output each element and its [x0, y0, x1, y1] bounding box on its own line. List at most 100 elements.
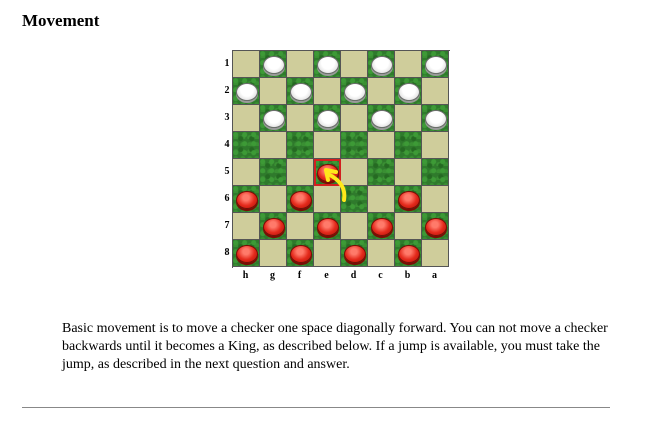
board-square-b4[interactable] — [395, 132, 422, 159]
section-divider — [22, 407, 610, 408]
board-square-e7[interactable] — [314, 213, 341, 240]
board-square-b8[interactable] — [395, 240, 422, 267]
white-checker-piece[interactable] — [371, 110, 393, 128]
white-checker-piece[interactable] — [398, 83, 420, 101]
row-label: 1 — [224, 58, 230, 69]
row-label: 2 — [224, 85, 230, 96]
board-square-f8[interactable] — [287, 240, 314, 267]
board-square-c4[interactable] — [368, 132, 395, 159]
movement-description: Basic movement is to move a checker one … — [62, 321, 608, 372]
white-checker-piece[interactable] — [263, 110, 285, 128]
board-square-c3[interactable] — [368, 105, 395, 132]
board-square-e3[interactable] — [314, 105, 341, 132]
board-square-h2[interactable] — [233, 78, 260, 105]
board-square-h1[interactable] — [233, 51, 260, 78]
board-square-b6[interactable] — [395, 186, 422, 213]
board-square-b3[interactable] — [395, 105, 422, 132]
board-square-b2[interactable] — [395, 78, 422, 105]
red-checker-piece[interactable] — [317, 218, 339, 236]
white-checker-piece[interactable] — [425, 110, 447, 128]
column-label: h — [242, 270, 249, 281]
column-label: a — [432, 270, 437, 281]
board-square-d8[interactable] — [341, 240, 368, 267]
board-square-e6[interactable] — [314, 186, 341, 213]
board-square-c7[interactable] — [368, 213, 395, 240]
board-square-e2[interactable] — [314, 78, 341, 105]
board-square-f4[interactable] — [287, 132, 314, 159]
column-label: d — [350, 270, 357, 281]
board-square-f6[interactable] — [287, 186, 314, 213]
column-label: c — [378, 270, 383, 281]
red-checker-piece[interactable] — [236, 245, 258, 263]
board-square-a7[interactable] — [422, 213, 449, 240]
row-label: 3 — [224, 112, 230, 123]
red-checker-piece[interactable] — [398, 191, 420, 209]
board-square-c2[interactable] — [368, 78, 395, 105]
board-square-g2[interactable] — [260, 78, 287, 105]
board-square-a5[interactable] — [422, 159, 449, 186]
board-square-d4[interactable] — [341, 132, 368, 159]
board-square-c1[interactable] — [368, 51, 395, 78]
board-square-a1[interactable] — [422, 51, 449, 78]
board-square-f1[interactable] — [287, 51, 314, 78]
red-checker-piece[interactable] — [425, 218, 447, 236]
board-square-d5[interactable] — [341, 159, 368, 186]
board-square-g7[interactable] — [260, 213, 287, 240]
board-square-f3[interactable] — [287, 105, 314, 132]
board-square-a6[interactable] — [422, 186, 449, 213]
white-checker-piece[interactable] — [263, 56, 285, 74]
white-checker-piece[interactable] — [371, 56, 393, 74]
board-square-c6[interactable] — [368, 186, 395, 213]
red-checker-piece[interactable] — [290, 191, 312, 209]
board-square-e4[interactable] — [314, 132, 341, 159]
row-label: 4 — [224, 139, 230, 150]
board-square-c8[interactable] — [368, 240, 395, 267]
board-square-h3[interactable] — [233, 105, 260, 132]
board-square-g5[interactable] — [260, 159, 287, 186]
board-square-a4[interactable] — [422, 132, 449, 159]
row-label: 6 — [224, 193, 230, 204]
board-square-a2[interactable] — [422, 78, 449, 105]
board-square-g1[interactable] — [260, 51, 287, 78]
board-square-h7[interactable] — [233, 213, 260, 240]
board-square-g4[interactable] — [260, 132, 287, 159]
board-square-b1[interactable] — [395, 51, 422, 78]
board-square-g3[interactable] — [260, 105, 287, 132]
red-checker-piece[interactable] — [290, 245, 312, 263]
row-label: 8 — [224, 247, 230, 258]
row-label: 5 — [224, 166, 230, 177]
board-square-h6[interactable] — [233, 186, 260, 213]
white-checker-piece[interactable] — [317, 56, 339, 74]
red-checker-piece[interactable] — [398, 245, 420, 263]
red-checker-piece[interactable] — [371, 218, 393, 236]
white-checker-piece[interactable] — [317, 110, 339, 128]
board-square-b5[interactable] — [395, 159, 422, 186]
board-square-d3[interactable] — [341, 105, 368, 132]
board-square-b7[interactable] — [395, 213, 422, 240]
board-square-h8[interactable] — [233, 240, 260, 267]
board-square-f5[interactable] — [287, 159, 314, 186]
board-square-d1[interactable] — [341, 51, 368, 78]
board-square-a8[interactable] — [422, 240, 449, 267]
board-square-h5[interactable] — [233, 159, 260, 186]
board-square-e1[interactable] — [314, 51, 341, 78]
red-checker-piece[interactable] — [344, 245, 366, 263]
board-square-d2[interactable] — [341, 78, 368, 105]
white-checker-piece[interactable] — [290, 83, 312, 101]
white-checker-piece[interactable] — [236, 83, 258, 101]
red-checker-piece[interactable] — [236, 191, 258, 209]
red-checker-piece[interactable] — [263, 218, 285, 236]
board-square-c5[interactable] — [368, 159, 395, 186]
board-square-f7[interactable] — [287, 213, 314, 240]
white-checker-piece[interactable] — [425, 56, 447, 74]
board-square-g8[interactable] — [260, 240, 287, 267]
board-square-h4[interactable] — [233, 132, 260, 159]
column-label: b — [404, 270, 411, 281]
curved-arrow-icon — [324, 168, 347, 202]
board-square-e8[interactable] — [314, 240, 341, 267]
white-checker-piece[interactable] — [344, 83, 366, 101]
board-square-d7[interactable] — [341, 213, 368, 240]
board-square-g6[interactable] — [260, 186, 287, 213]
board-square-a3[interactable] — [422, 105, 449, 132]
board-square-f2[interactable] — [287, 78, 314, 105]
